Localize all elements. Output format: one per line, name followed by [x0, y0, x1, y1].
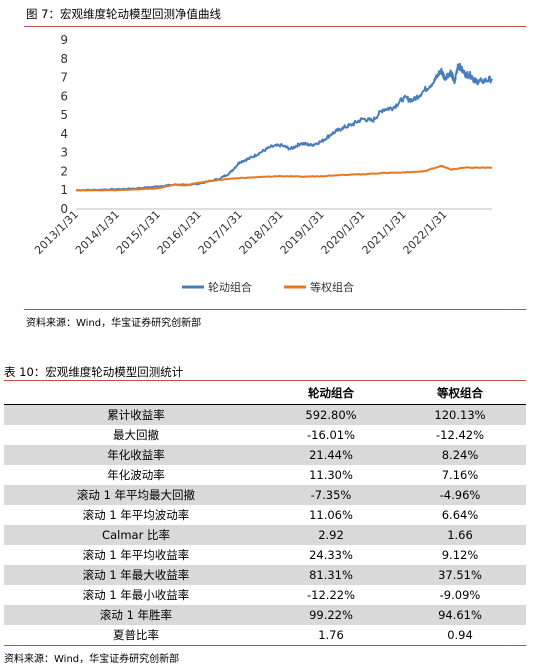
x-axis: 2013/1/312014/1/312015/1/312016/1/312017… — [32, 208, 492, 257]
table-row: 年化波动率 11.30% 7.16% — [4, 465, 526, 485]
rotation-value: 21.44% — [268, 445, 394, 465]
equal-weight-value: 0.94 — [447, 628, 473, 642]
figure-source: 资料来源：Wind，华宝证券研究创新部 — [26, 318, 202, 329]
equal-weight-value: 7.16% — [441, 468, 479, 482]
y-tick-label: 8 — [60, 52, 68, 66]
rotation-value: 1.76 — [318, 628, 344, 642]
figure-top-rule — [24, 26, 526, 27]
rotation-value: 24.33% — [309, 548, 353, 562]
y-tick-label: 5 — [60, 108, 68, 122]
table-header-row: 轮动组合 等权组合 — [4, 382, 526, 405]
rotation-value: 81.31% — [268, 565, 394, 585]
metric-label: 年化收益率 — [4, 445, 268, 465]
metric-label: 累计收益率 — [4, 404, 268, 425]
table-row: 滚动 1 年平均波动率 11.06% 6.64% — [4, 505, 526, 525]
series-line — [75, 164, 493, 192]
equal-weight-value: 94.61% — [394, 605, 526, 625]
y-tick-label: 7 — [60, 71, 68, 85]
figure-title: 图 7：宏观维度轮动模型回测净值曲线 — [26, 7, 221, 21]
metric-label: 滚动 1 年最大收益率 — [4, 565, 268, 585]
table-row: 夏普比率 1.76 0.94 — [4, 625, 526, 645]
stats-table: 轮动组合 等权组合 累计收益率 592.80% 120.13% 最大回撤 -16.01%… — [4, 382, 526, 645]
y-tick-label: 0 — [60, 202, 68, 216]
metric-label: 滚动 1 年平均最大回撤 — [4, 485, 268, 505]
table-row: 滚动 1 年最大收益率 81.31% 37.51% — [4, 565, 526, 585]
metric-label: 最大回撤 — [113, 428, 159, 442]
table-row: 滚动 1 年平均最大回撤 -7.35% -4.96% — [4, 485, 526, 505]
equal-weight-value: 8.24% — [394, 445, 526, 465]
header-equal-weight: 等权组合 — [394, 382, 526, 405]
table-row: 累计收益率 592.80% 120.13% — [4, 404, 526, 425]
equal-weight-value: -4.96% — [394, 485, 526, 505]
rotation-value: 11.30% — [309, 468, 353, 482]
table-source: 资料来源：Wind，华宝证券研究创新部 — [4, 654, 180, 665]
table-top-rule — [4, 380, 526, 381]
rotation-value: -7.35% — [268, 485, 394, 505]
metric-label: 滚动 1 年最小收益率 — [82, 588, 190, 602]
metric-label: 年化波动率 — [107, 468, 165, 482]
table-bottom-rule — [4, 645, 526, 646]
equal-weight-value: 1.66 — [394, 525, 526, 545]
equal-weight-value: -12.42% — [436, 428, 484, 442]
y-tick-label: 9 — [60, 33, 68, 47]
table-row: 滚动 1 年胜率 99.22% 94.61% — [4, 605, 526, 625]
y-tick-label: 2 — [60, 164, 68, 178]
metric-label: 滚动 1 年胜率 — [4, 605, 268, 625]
equal-weight-value: 6.64% — [441, 508, 479, 522]
rotation-value: -12.22% — [307, 588, 355, 602]
header-rotation: 轮动组合 — [268, 382, 394, 405]
rotation-value: 2.92 — [268, 525, 394, 545]
y-tick-label: 6 — [60, 89, 68, 103]
legend-label: 等权组合 — [310, 280, 354, 294]
y-tick-label: 4 — [60, 127, 68, 141]
chart-legend: 轮动组合 等权组合 — [182, 280, 354, 294]
legend-label: 轮动组合 — [208, 280, 252, 294]
series-line — [76, 62, 493, 192]
metric-label: Calmar 比率 — [4, 525, 268, 545]
rotation-value: -16.01% — [307, 428, 355, 442]
y-axis: 0 1 2 3 4 5 6 7 8 9 — [60, 33, 68, 216]
equal-weight-value: 9.12% — [441, 548, 479, 562]
table-row: 滚动 1 年最小收益率 -12.22% -9.09% — [4, 585, 526, 605]
equal-weight-value: 120.13% — [394, 404, 526, 425]
y-tick-label: 1 — [60, 183, 68, 197]
nav-line-chart: 0 1 2 3 4 5 6 7 8 9 2013/1/312014/1/312015/1/3120… — [32, 33, 493, 294]
rotation-value: 592.80% — [268, 404, 394, 425]
metric-label: 滚动 1 年平均波动率 — [82, 508, 190, 522]
table-body: 累计收益率 592.80% 120.13% 最大回撤 -16.01% -12.42% 年化收… — [4, 404, 526, 646]
metric-label: 滚动 1 年平均收益率 — [82, 548, 190, 562]
header-blank — [4, 382, 268, 405]
metric-label: 夏普比率 — [113, 628, 159, 642]
table-row: 最大回撤 -16.01% -12.42% — [4, 425, 526, 445]
table-row: 滚动 1 年平均收益率 24.33% 9.12% — [4, 545, 526, 565]
rotation-value: 11.06% — [309, 508, 353, 522]
equal-weight-value: 37.51% — [394, 565, 526, 585]
figure-bottom-rule — [24, 309, 526, 310]
series-lines — [75, 62, 493, 192]
y-tick-label: 3 — [60, 146, 68, 160]
table-row: Calmar 比率 2.92 1.66 — [4, 525, 526, 545]
table-row: 年化收益率 21.44% 8.24% — [4, 445, 526, 465]
rotation-value: 99.22% — [268, 605, 394, 625]
equal-weight-value: -9.09% — [439, 588, 481, 602]
x-tick-label: 2022/1/31 — [401, 208, 450, 257]
table-title: 表 10：宏观维度轮动模型回测统计 — [4, 365, 184, 379]
